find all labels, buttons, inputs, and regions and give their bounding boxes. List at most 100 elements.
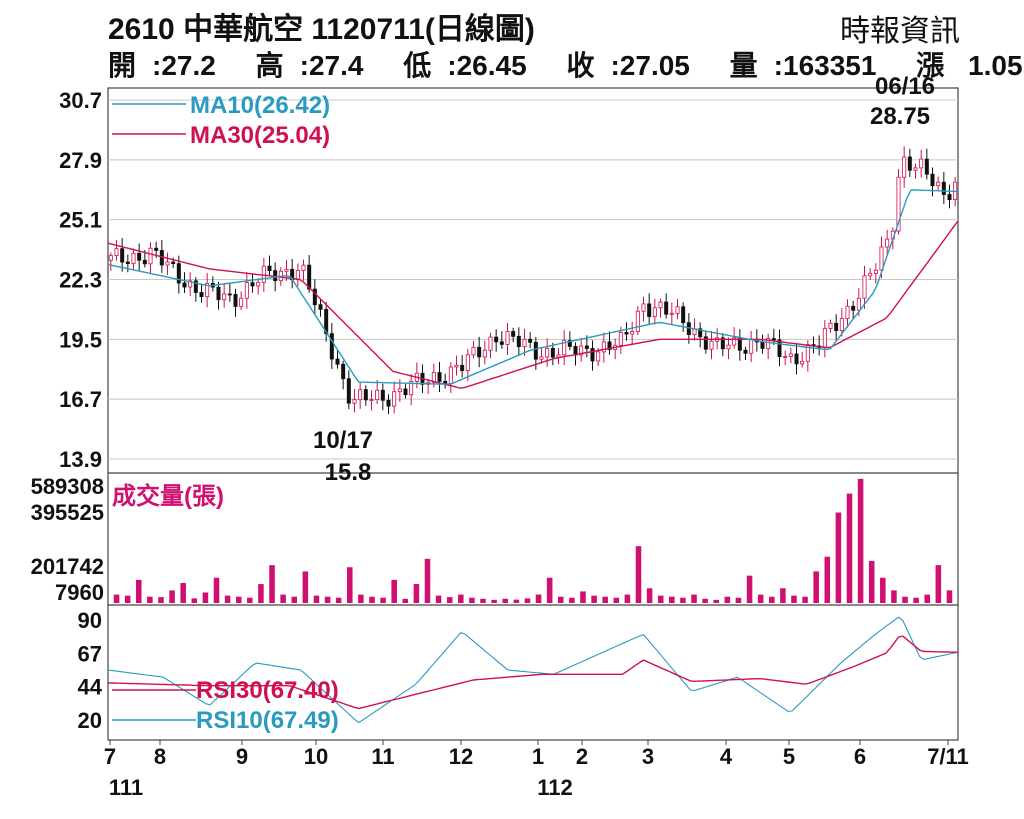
- rsi-tick-label: 44: [78, 675, 103, 700]
- candle-body: [392, 391, 397, 407]
- candle-body: [822, 328, 827, 348]
- candle-body: [913, 167, 918, 171]
- volume-bar: [358, 594, 364, 603]
- quote-high: 高:27.4: [255, 50, 364, 81]
- candle-body: [471, 346, 476, 356]
- volume-bar: [569, 597, 575, 603]
- volume-bar: [702, 598, 708, 603]
- candle-body: [590, 348, 595, 362]
- candle-body: [579, 345, 584, 356]
- candle-body: [601, 341, 606, 353]
- volume-bar: [446, 597, 453, 603]
- candle-body: [488, 336, 493, 351]
- candle-body: [584, 345, 589, 349]
- candle-body: [312, 288, 317, 306]
- candle-body: [409, 381, 414, 396]
- volume-bar: [458, 594, 464, 603]
- candle-body: [205, 283, 210, 298]
- candle-body: [335, 358, 340, 365]
- quote-open: 開:27.2: [108, 50, 216, 81]
- candle-body: [868, 273, 873, 277]
- annotation-low-date: 10/17: [313, 427, 373, 454]
- volume-bar: [713, 599, 720, 603]
- annotation-high-value: 28.75: [870, 103, 930, 130]
- ma10-line: [107, 189, 959, 385]
- volume-tick-label: 201742: [31, 554, 104, 579]
- candle-body: [635, 310, 640, 332]
- candle-body: [267, 265, 272, 272]
- volume-bar: [180, 583, 186, 603]
- candle-body: [375, 389, 380, 401]
- candle-body: [732, 337, 737, 346]
- volume-bar: [258, 584, 264, 603]
- candle-body: [216, 286, 221, 301]
- candle-body: [301, 264, 306, 271]
- volume-bar: [335, 597, 342, 603]
- candle-body: [250, 282, 255, 287]
- candle-body: [307, 264, 312, 290]
- candle-body: [896, 176, 901, 232]
- volume-bar: [402, 598, 409, 603]
- volume-bar: [480, 598, 486, 603]
- candle-body: [726, 344, 731, 350]
- candle-body: [907, 156, 912, 171]
- candle-body: [142, 259, 147, 265]
- volume-tick-label: 395525: [31, 500, 104, 525]
- volume-bar: [657, 595, 664, 603]
- candle-body: [516, 335, 521, 348]
- candle-body: [494, 336, 499, 343]
- volume-bar: [857, 478, 864, 603]
- volume-bar: [635, 546, 642, 603]
- candle-body: [828, 322, 833, 329]
- candle-body: [760, 341, 765, 349]
- quote-low: 低:26.45: [403, 50, 527, 81]
- volume-bar: [435, 595, 442, 603]
- candle-body: [624, 332, 629, 335]
- candle-body: [941, 181, 946, 195]
- volume-bar: [802, 596, 808, 603]
- candle-body: [380, 389, 385, 401]
- candle-body: [363, 389, 368, 401]
- candle-body: [171, 261, 176, 264]
- ma30-line: [107, 220, 959, 389]
- x-month-label: 12: [449, 744, 473, 769]
- quote-close: 收:27.05: [566, 50, 690, 81]
- volume-bar: [746, 575, 753, 603]
- candle-body: [165, 261, 170, 266]
- candle-body: [539, 356, 544, 360]
- candle-body: [465, 354, 470, 372]
- price-tick-label: 30.7: [59, 88, 102, 113]
- candle-body: [511, 331, 516, 337]
- x-month-label: 4: [720, 744, 733, 769]
- volume-bar: [302, 571, 309, 603]
- candle-body: [522, 338, 527, 348]
- candle-body: [443, 380, 448, 384]
- x-month-label: 7: [104, 744, 116, 769]
- price-tick-label: 22.3: [59, 268, 102, 293]
- volume-bar: [680, 597, 686, 603]
- candle-body: [743, 349, 748, 354]
- rsi30-line: [107, 635, 959, 710]
- candle-body: [437, 372, 442, 382]
- rsi-tick-label: 67: [78, 641, 102, 666]
- candle-body: [658, 301, 663, 309]
- candle-body: [460, 364, 465, 372]
- volume-bar: [935, 565, 942, 603]
- candle-body: [188, 280, 193, 288]
- legend-rsi10-label: RSI10(67.49): [196, 707, 339, 734]
- volume-tick-label: 7960: [55, 580, 104, 605]
- volume-bar: [646, 588, 653, 603]
- volume-bar: [891, 590, 897, 603]
- candle-body: [794, 353, 799, 365]
- volume-bar: [247, 597, 253, 603]
- candle-body: [199, 292, 204, 298]
- volume-bar: [346, 567, 353, 603]
- candle-body: [788, 353, 793, 357]
- volume-bar: [880, 577, 886, 603]
- volume-bar: [202, 592, 209, 603]
- candle-body: [902, 156, 907, 178]
- candle-body: [630, 331, 635, 335]
- candle-body: [505, 331, 510, 345]
- x-month-label: 9: [236, 744, 248, 769]
- x-month-label: 7/11: [927, 744, 969, 769]
